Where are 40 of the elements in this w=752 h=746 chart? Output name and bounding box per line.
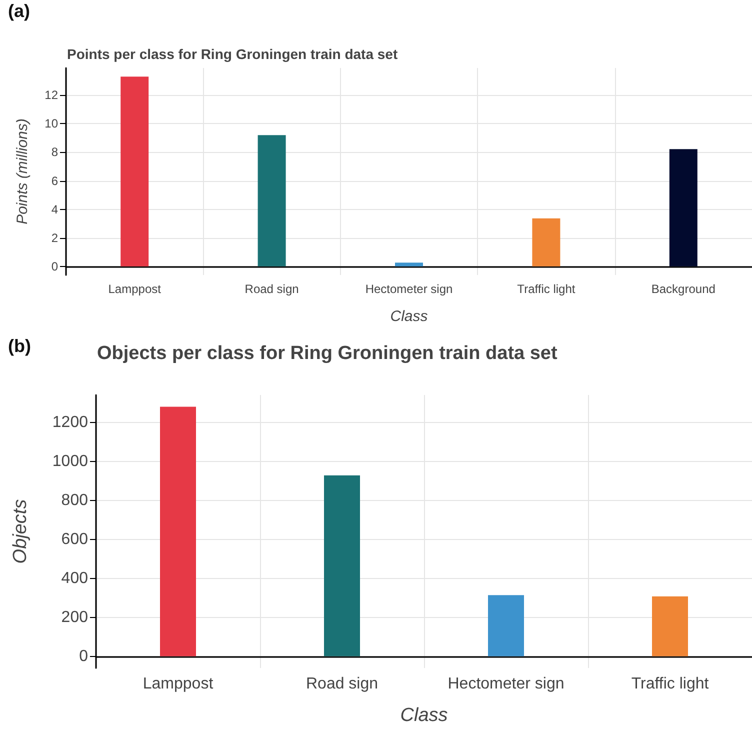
bar (395, 262, 423, 266)
y-tick-label: 1200 (52, 414, 88, 431)
y-tick-label: 0 (79, 648, 88, 665)
y-tick-label: 800 (61, 492, 88, 509)
x-tick-label: Lamppost (108, 282, 162, 296)
bar (160, 406, 196, 656)
x-axis-title: Class (390, 308, 428, 325)
text: (b) (8, 336, 31, 356)
x-tick-label: Traffic light (631, 676, 710, 692)
bar (258, 135, 286, 266)
y-tick-label: 4 (51, 202, 58, 216)
x-axis-title: Class (400, 705, 448, 726)
x-tick-label: Hectometer sign (365, 282, 453, 296)
x-tick-label: Lamppost (142, 676, 214, 692)
y-tick-label: 1000 (52, 452, 88, 470)
x-tick-label: Road sign (244, 282, 299, 296)
y-tick-label: 8 (51, 145, 58, 160)
y-tick-label: 10 (44, 116, 58, 131)
y-tick-label: 6 (51, 174, 58, 188)
y-tick-label: 0 (51, 259, 58, 274)
bar (669, 149, 698, 266)
y-tick-label: 200 (61, 608, 88, 626)
x-tick-label: Hectometer sign (448, 676, 564, 692)
y-tick-label: 12 (44, 88, 58, 102)
x-tick-label: Road sign (306, 676, 378, 692)
text: (a) (8, 1, 30, 21)
chart-title: Points per class for Ring Groningen train data set (67, 46, 398, 62)
bar (488, 595, 524, 656)
x-tick-label: Traffic light (517, 282, 576, 296)
x-tick-label: Background (651, 282, 716, 296)
y-axis-title: Objects (10, 498, 31, 564)
y-axis-title: Points (millions) (14, 118, 31, 224)
bar (652, 596, 688, 656)
y-tick-label: 2 (51, 230, 58, 245)
bar (324, 475, 360, 656)
bar (532, 218, 560, 266)
y-tick-label: 600 (61, 530, 88, 548)
chart-title: Objects per class for Ring Groningen train data set (97, 343, 558, 364)
y-tick-label: 400 (61, 570, 88, 587)
bar (120, 76, 149, 266)
